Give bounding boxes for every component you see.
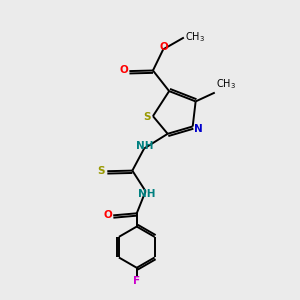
Text: NH: NH [138,189,156,199]
Text: S: S [98,166,105,176]
Text: S: S [143,112,151,122]
Text: O: O [103,210,112,220]
Text: N: N [194,124,202,134]
Text: O: O [160,42,168,52]
Text: CH$_3$: CH$_3$ [185,30,205,44]
Text: CH$_3$: CH$_3$ [216,77,236,91]
Text: NH: NH [136,141,154,151]
Text: O: O [120,65,128,76]
Text: F: F [133,276,140,286]
